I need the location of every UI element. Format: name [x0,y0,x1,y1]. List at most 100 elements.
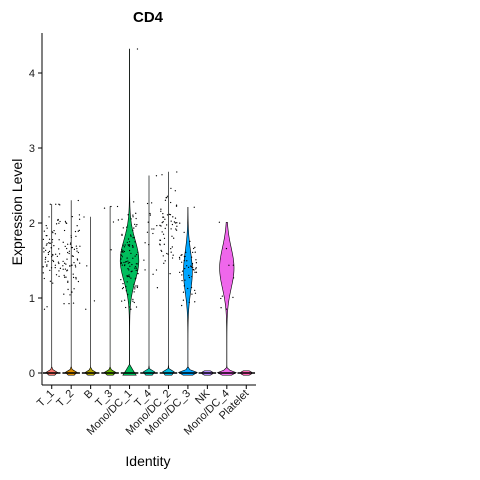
data-point [70,236,73,239]
data-point [225,308,228,310]
data-point [135,285,137,287]
data-point [52,259,54,261]
data-point [135,212,137,214]
data-point [146,231,149,233]
data-point [178,256,181,259]
data-point [55,223,58,225]
data-point [128,274,130,276]
data-point [149,212,151,215]
data-point [194,292,197,294]
data-point [134,255,136,257]
data-point [71,264,73,266]
data-point [171,246,173,248]
data-point [86,265,88,267]
data-point [148,243,150,246]
data-point [58,222,60,224]
data-point [48,238,51,240]
data-point [192,266,194,268]
data-point [175,205,178,207]
data-point [75,276,77,279]
data-point [128,241,131,243]
data-point [174,217,177,219]
data-point [63,262,66,264]
data-point [166,224,168,226]
data-point [121,256,123,258]
data-point [127,275,130,277]
violin-mono-dc-4 [216,221,237,376]
data-point [46,234,48,237]
data-point [133,283,135,285]
data-point [180,254,182,257]
data-point [65,222,68,225]
data-point [161,231,163,233]
data-point [162,216,164,218]
y-tick-label: 4 [29,68,35,80]
data-point [134,241,136,243]
data-point [54,253,57,255]
data-point [159,243,161,245]
data-point [135,225,137,227]
data-point [59,220,61,223]
data-point [121,264,123,266]
data-point [156,287,159,289]
data-point [120,262,122,265]
data-point [122,282,124,285]
data-point [43,251,45,253]
data-point [48,216,50,218]
data-point [75,235,77,238]
data-point [134,265,137,268]
data-point [195,268,197,270]
data-point [167,253,169,255]
data-point [44,249,47,252]
data-point [47,253,50,255]
data-point [160,210,162,212]
data-point [122,250,124,252]
data-point [184,255,186,258]
data-point [75,245,78,247]
data-point [179,271,181,274]
data-point [228,264,230,266]
data-point [153,228,155,230]
data-point [71,215,74,218]
data-point [133,227,135,229]
data-point [171,223,174,226]
data-point [68,252,70,255]
data-point [110,249,112,251]
data-point [65,263,67,265]
violin-b [84,216,97,376]
data-point [46,243,48,245]
data-point [63,229,66,232]
data-point [194,246,196,249]
data-point [130,277,132,279]
data-point [74,264,76,266]
data-point [77,251,80,254]
data-point [163,262,165,264]
data-point [136,223,138,226]
data-point [190,286,193,289]
data-point [55,203,57,205]
data-point [170,201,172,204]
data-point [181,254,183,256]
data-point [45,244,48,246]
data-point [47,260,49,263]
data-point [48,250,51,253]
data-point [162,212,164,215]
data-point [58,253,61,255]
data-point [170,228,172,230]
data-point [133,291,135,293]
data-point [66,269,69,271]
data-point [47,251,50,254]
data-point [68,250,71,252]
data-point [129,306,131,308]
data-point [188,274,190,277]
data-point [126,226,128,228]
data-point [78,218,81,220]
data-point [59,267,62,269]
data-point [77,230,79,232]
data-point [128,244,130,247]
data-point [136,286,139,289]
data-point [192,247,195,250]
data-point [129,265,131,267]
